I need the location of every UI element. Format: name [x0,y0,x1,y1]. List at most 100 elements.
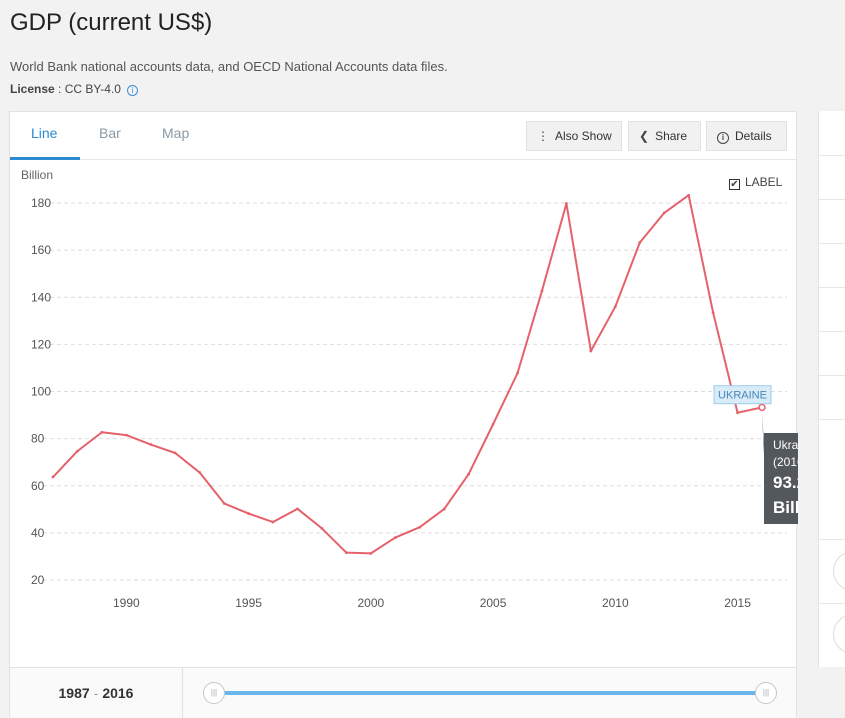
y-tick-label: 140 [31,290,51,304]
range-start: 1987 [58,685,90,701]
data-point [540,289,544,293]
side-control-button[interactable] [833,551,845,591]
side-divider [819,199,845,200]
data-point [638,241,642,244]
data-point [222,502,226,505]
data-point [758,403,766,412]
label-checkbox[interactable]: ✔ [729,179,740,190]
data-point [418,525,422,529]
license-line: License : CC BY-4.0 i [10,82,138,96]
chart-panel: Line Bar Map ⋮ Also Show ❮ Share i Details … [9,111,798,718]
data-point [51,475,55,479]
info-circle-icon: i [717,132,729,144]
also-show-label: Also Show [555,129,612,143]
x-tick-label: 2005 [480,596,507,610]
side-divider [819,155,845,156]
year-slider-track[interactable] [214,691,768,695]
side-divider [819,331,845,332]
data-point [344,551,348,555]
data-point [442,507,446,511]
license-label: License [10,82,55,96]
data-point [687,193,691,197]
license-separator: : [54,82,65,96]
data-point [320,526,324,530]
x-tick-label: 2000 [357,596,384,610]
tooltip-unit: Billion [773,498,798,517]
share-label: Share [655,129,688,143]
slider-end-handle[interactable]: ||| [755,682,777,704]
side-divider [819,419,845,420]
label-toggle[interactable]: ✔ LABEL [729,175,782,190]
tooltip-country: Ukraine [773,438,798,452]
tab-line[interactable]: Line [31,125,58,141]
y-tick-label: 80 [31,432,45,446]
also-show-button[interactable]: ⋮ Also Show [526,121,622,151]
x-tick-label: 2015 [724,596,751,610]
side-divider [819,539,845,540]
side-divider [819,243,845,244]
data-point [173,451,177,455]
y-tick-label: 100 [31,385,51,399]
data-point [247,512,250,515]
tab-bar[interactable]: Bar [99,125,121,141]
data-point [124,433,128,437]
active-tab-indicator [10,157,80,160]
data-point [467,472,471,476]
data-point [711,311,715,314]
y-axis-unit-label: Billion [21,168,53,182]
data-point [662,211,666,215]
side-control-button[interactable] [833,614,845,654]
details-button[interactable]: i Details [706,121,787,151]
data-point [198,471,202,474]
data-point [149,443,153,446]
data-point [393,536,397,539]
range-separator: - [93,685,99,701]
details-label: Details [735,129,772,143]
y-tick-label: 180 [31,196,51,210]
side-divider [819,375,845,376]
y-tick-label: 20 [31,573,45,587]
data-point [613,305,617,309]
tooltip-box [762,413,798,524]
y-tick-label: 120 [31,337,51,351]
data-point [491,422,495,426]
tab-map[interactable]: Map [162,125,190,141]
page-title: GDP (current US$) [10,9,213,36]
data-point [589,349,593,353]
ukraine-series-line [52,194,763,555]
share-icon: ❮ [639,129,650,143]
info-icon[interactable]: i [126,85,138,96]
y-tick-label: 40 [31,526,45,540]
data-point [100,430,104,434]
side-divider [819,287,845,288]
x-tick-label: 1990 [113,596,140,610]
share-button[interactable]: ❮ Share [628,121,701,151]
tooltip-year: (2016) [773,455,798,469]
data-point [516,371,519,375]
data-point [369,551,373,555]
chart-type-tabs: Line Bar Map ⋮ Also Show ❮ Share i Details [10,112,796,160]
data-point [296,507,299,511]
time-range-footer: 1987-2016 ||| ||| [10,667,796,718]
side-panel [818,111,845,667]
side-divider [819,603,845,604]
x-tick-label: 2010 [602,596,629,610]
year-range: 1987-2016 [10,668,183,718]
range-end: 2016 [102,685,134,701]
series-label-text: UKRAINE [718,390,767,402]
more-vertical-icon: ⋮ [537,129,549,143]
y-tick-label: 160 [31,243,51,257]
series-label-box [713,385,772,405]
data-point [76,449,79,453]
tooltip-value: 93.27 [773,473,798,492]
x-tick-label: 1995 [235,596,262,610]
gdp-line-chart: Billion 20 40 60 80 100 120 140 160 180 1990 1995 20… [21,168,798,610]
y-tick-label: 60 [31,479,45,493]
slider-start-handle[interactable]: ||| [203,682,225,704]
data-point [271,520,275,524]
label-toggle-text: LABEL [745,175,783,189]
data-point [736,411,739,415]
data-point [565,202,568,205]
license-value: CC BY-4.0 [64,82,121,96]
source-note: World Bank national accounts data, and O… [10,59,448,74]
